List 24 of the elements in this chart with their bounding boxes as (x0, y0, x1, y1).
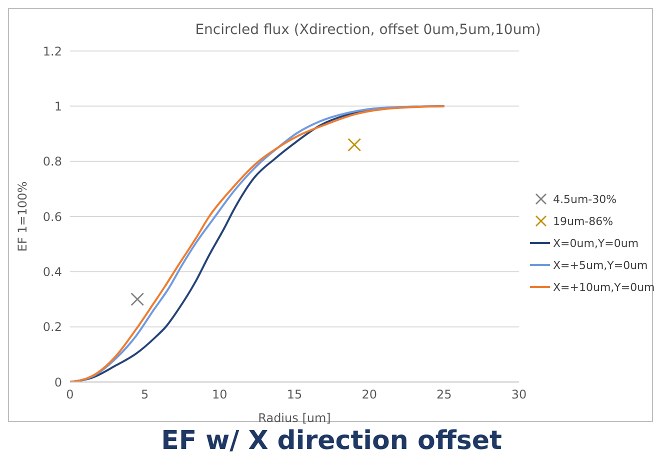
legend-label: X=+5um,Y=0um (553, 258, 648, 272)
text: EF w/ X direction offset (160, 426, 503, 456)
x-tick-label: 30 (511, 388, 527, 402)
legend-label: X=+10um,Y=0um (553, 280, 655, 294)
y-tick-label: 0.8 (42, 154, 62, 169)
y-tick-label: 1 (54, 99, 62, 114)
x-tick-label: 5 (141, 388, 149, 402)
x-tick-label: 10 (212, 388, 228, 402)
legend-label: X=0um,Y=0um (553, 236, 639, 250)
y-axis-title: EF 1=100% (15, 181, 30, 252)
x-axis-title: Radius [um] (258, 411, 331, 425)
y-tick-label: 1.2 (42, 44, 62, 58)
x-tick-label: 20 (362, 388, 377, 402)
legend-label: 19um-86% (553, 214, 614, 228)
y-tick-label: 0.6 (42, 210, 62, 224)
line-series (70, 105, 446, 382)
y-tick-label: 0 (54, 375, 62, 390)
chart-title: Encircled flux (Xdirection, offset 0um,5um,10um) (194, 22, 542, 38)
y-tick-label: 0.4 (42, 264, 62, 279)
x-tick-label: 15 (286, 388, 302, 402)
x-tick-label: 25 (436, 388, 452, 402)
x-tick-label: 0 (66, 388, 74, 402)
y-tick-label: 0.2 (42, 320, 62, 334)
legend-label: 4.5um-30% (553, 192, 617, 206)
